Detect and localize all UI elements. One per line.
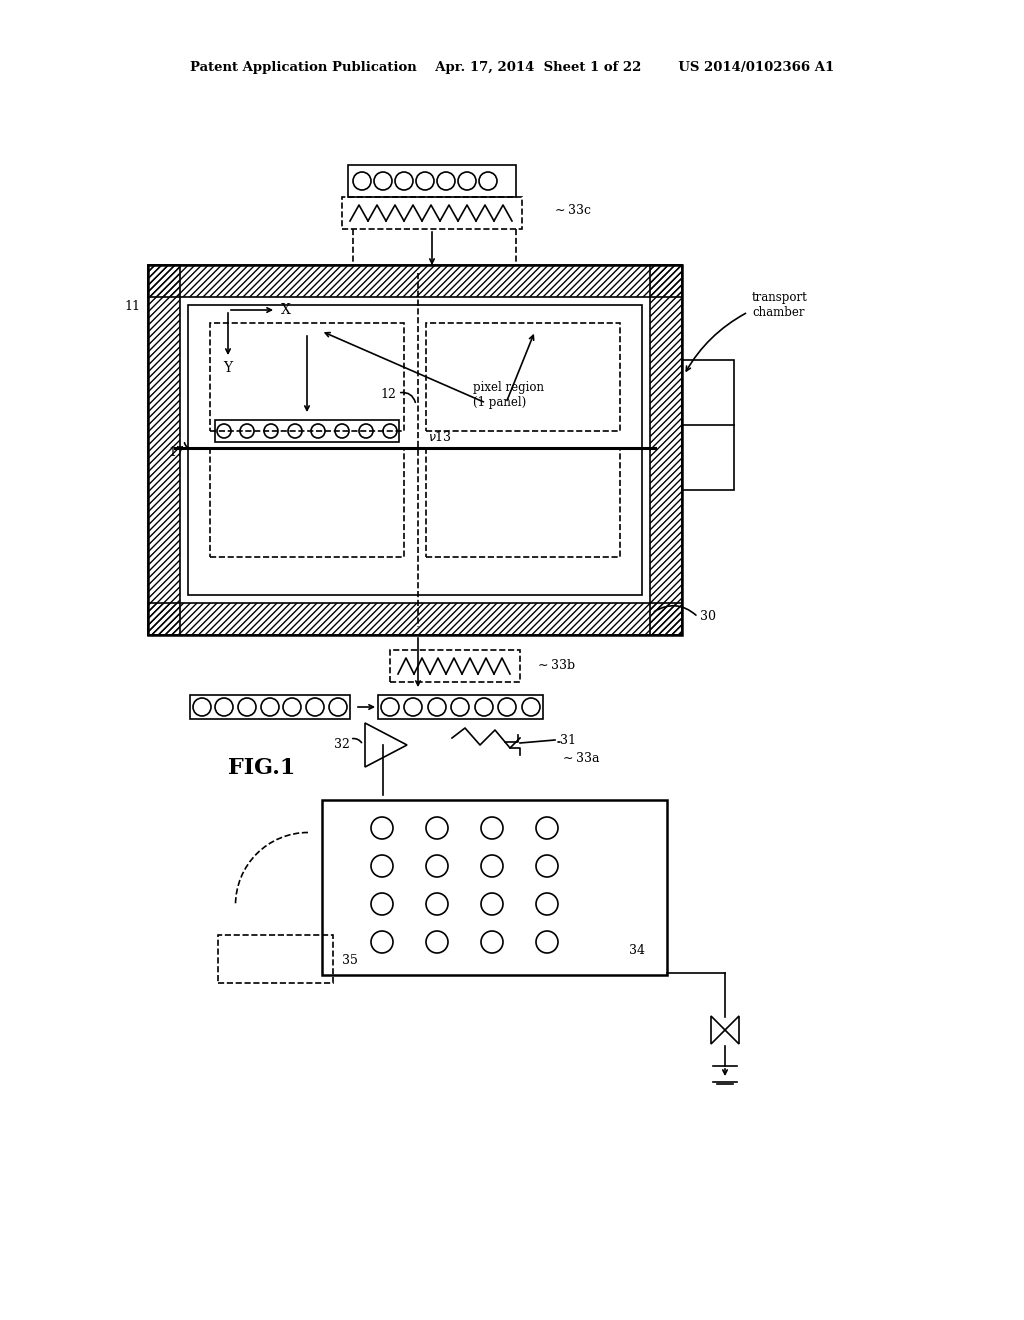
Text: 30: 30 (700, 610, 716, 623)
Bar (188, 305, 642, 595)
Bar (390, 649, 520, 682)
Bar (210, 449, 404, 557)
Bar (426, 323, 620, 432)
Text: Patent Application Publication    Apr. 17, 2014  Sheet 1 of 22        US 2014/01: Patent Application Publication Apr. 17, … (189, 62, 835, 74)
Text: pixel region
(1 panel): pixel region (1 panel) (473, 381, 544, 409)
Text: $\sim$33c: $\sim$33c (552, 203, 592, 216)
Text: 34: 34 (629, 944, 645, 957)
Bar (148, 265, 682, 635)
Bar (148, 603, 682, 635)
Bar (650, 265, 682, 635)
Text: Y: Y (223, 360, 232, 375)
Bar (322, 800, 667, 975)
Bar (378, 696, 543, 719)
Bar (426, 449, 620, 557)
Bar (210, 323, 404, 432)
Text: $\sim$33b: $\sim$33b (535, 657, 575, 672)
Bar (342, 197, 522, 228)
Bar (148, 265, 180, 635)
Text: 35: 35 (342, 953, 358, 966)
Text: 31: 31 (560, 734, 575, 747)
Text: 11: 11 (124, 301, 140, 314)
Bar (218, 935, 333, 983)
Text: transport
chamber: transport chamber (752, 290, 808, 319)
Text: 17: 17 (168, 446, 184, 459)
Bar (682, 360, 734, 490)
Text: 12: 12 (380, 388, 396, 401)
Bar (348, 165, 516, 197)
Text: $\sim$33a: $\sim$33a (560, 751, 600, 766)
Text: 32: 32 (334, 738, 350, 751)
Text: X: X (281, 304, 291, 317)
Bar (215, 420, 399, 442)
Text: $\nu$13: $\nu$13 (428, 430, 452, 444)
Bar (190, 696, 350, 719)
Text: FIG.1: FIG.1 (228, 756, 296, 779)
Bar (148, 265, 682, 297)
